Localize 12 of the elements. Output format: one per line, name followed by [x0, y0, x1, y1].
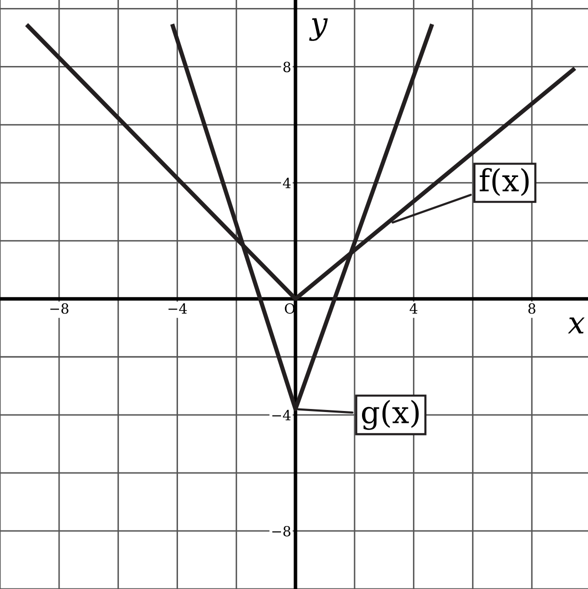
x-tick-label: 8 [528, 303, 536, 314]
x-tick-label: 4 [410, 303, 418, 314]
x-axis-title: x [568, 318, 585, 334]
y-tick-label: 4 [282, 178, 291, 188]
x-tick-label: −8 [50, 303, 68, 314]
x-tick-label: −4 [168, 303, 187, 314]
y-tick-label: 8 [283, 62, 290, 72]
y-tick-label: −8 [272, 526, 290, 536]
y-tick-label: −4 [272, 410, 291, 420]
annotation: g(x) [362, 400, 419, 430]
y-axis-title: y [309, 18, 328, 41]
annotation: f(x) [480, 168, 529, 196]
